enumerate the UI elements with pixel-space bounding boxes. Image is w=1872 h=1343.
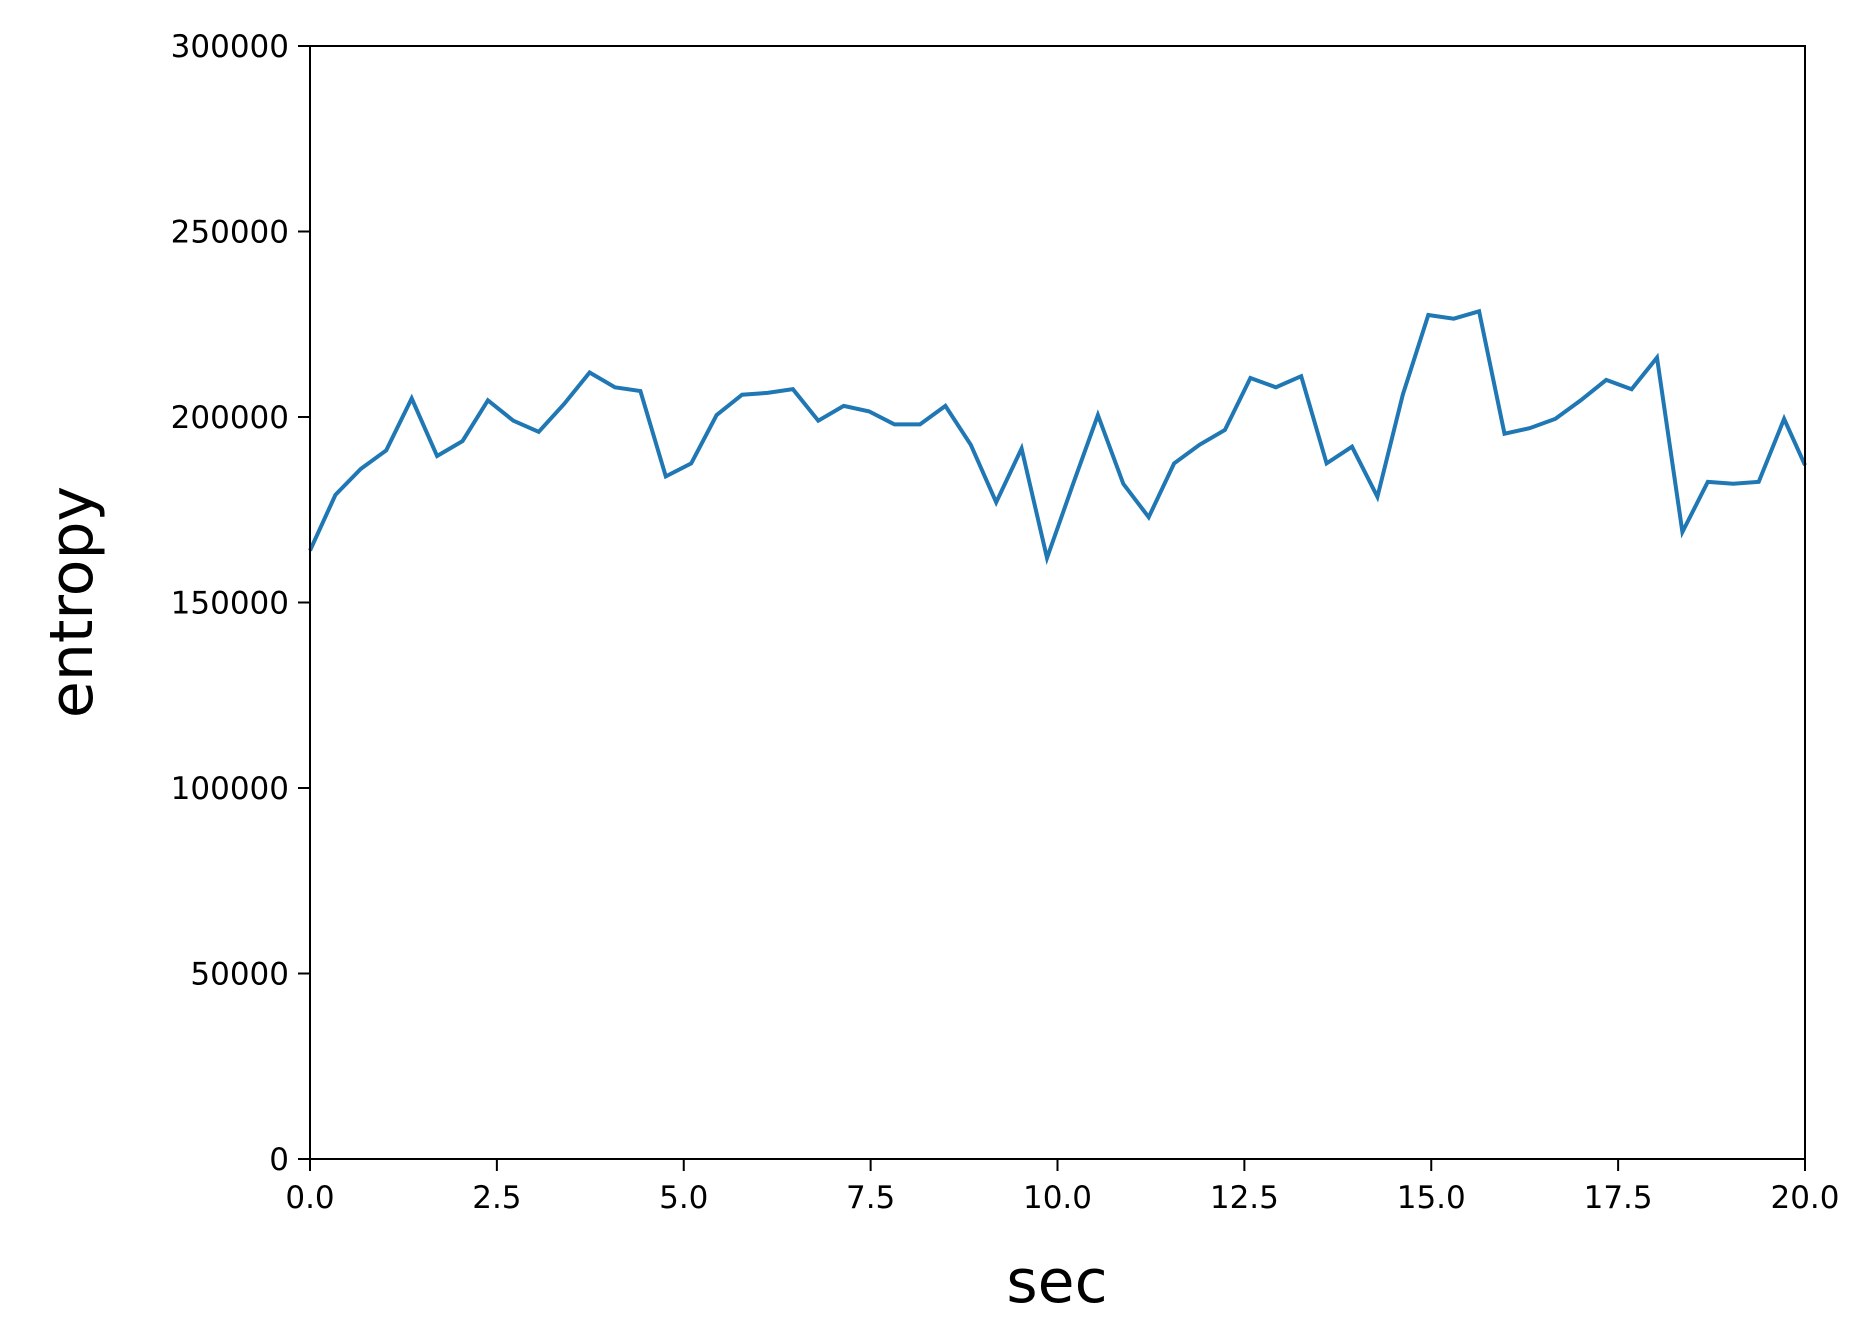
x-tick-label: 15.0: [1397, 1180, 1466, 1216]
series-group: [308, 308, 1807, 566]
x-axis-label: sec: [1006, 1247, 1107, 1317]
y-tick-label: 150000: [171, 586, 289, 622]
y-tick-label: 0: [269, 1142, 289, 1178]
y-tick-label: 100000: [171, 771, 289, 807]
x-tick-label: 20.0: [1770, 1180, 1839, 1216]
y-axis-label: entropy: [37, 486, 107, 718]
y-tick-label: 50000: [190, 957, 289, 993]
x-axis-ticks: 0.0 2.5 5.0 7.5 10.0 12.5 15.0 17.5 20.0: [285, 1159, 1840, 1216]
series-line: [308, 308, 1807, 566]
x-tick-label: 0.0: [285, 1180, 334, 1216]
y-tick-label: 200000: [171, 400, 289, 436]
x-tick-label: 12.5: [1210, 1180, 1279, 1216]
y-axis-ticks: 0 50000 100000 150000 200000 250000 300000: [171, 29, 310, 1178]
y-tick-label: 300000: [171, 29, 289, 65]
plot-area: [310, 46, 1805, 1159]
x-tick-label: 5.0: [659, 1180, 708, 1216]
x-tick-label: 7.5: [846, 1180, 895, 1216]
x-tick-label: 2.5: [472, 1180, 521, 1216]
y-tick-label: 250000: [171, 215, 289, 251]
x-tick-label: 17.5: [1584, 1180, 1653, 1216]
x-tick-label: 10.0: [1023, 1180, 1092, 1216]
plot-frame: [309, 45, 1806, 1160]
